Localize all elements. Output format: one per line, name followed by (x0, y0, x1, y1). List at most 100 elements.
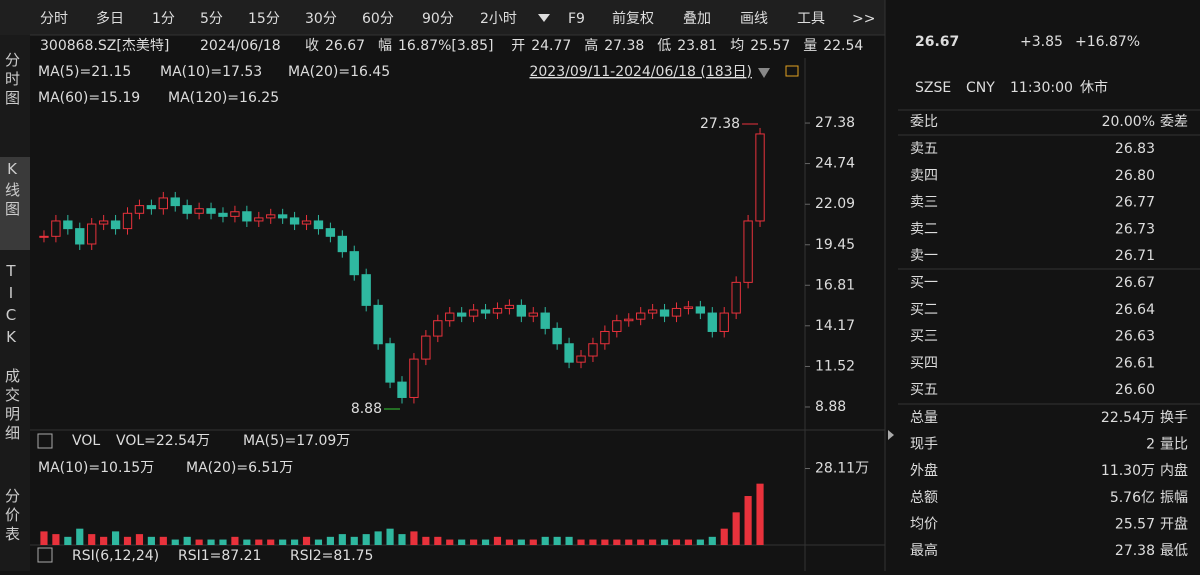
candle-body (242, 211, 252, 222)
toolbar-tab[interactable]: 90分 (422, 11, 454, 27)
candle-body (647, 309, 658, 314)
candle-body (540, 312, 550, 329)
candle-body (433, 320, 443, 337)
rsi-label: RSI2=81.75 (290, 548, 373, 564)
candle-body (194, 208, 204, 214)
candle-body (254, 217, 264, 222)
volume-bar (52, 534, 60, 545)
info-label: 均 (730, 38, 744, 54)
quote-meta: SZSE (915, 80, 951, 96)
vol-label: MA(20)=6.51万 (186, 460, 293, 476)
info-value: 26.67 (325, 38, 365, 54)
info-value: 25.57 (750, 38, 790, 54)
toolbar-tab[interactable]: 前复权 (612, 10, 654, 27)
toolbar-tab[interactable]: >> (852, 11, 875, 27)
stat-label: 量比 (1160, 437, 1188, 453)
volume-bar (64, 536, 72, 545)
vol-label: VOL=22.54万 (116, 433, 210, 449)
volume-bar (517, 539, 525, 545)
volume-bar (756, 483, 764, 545)
volume-bar (744, 496, 752, 545)
volume-bar (732, 512, 740, 545)
quote-price: 26.67 (915, 34, 959, 50)
stat-value: 25.57 (1115, 516, 1155, 532)
quote-pct: +16.87% (1075, 34, 1140, 50)
candle-body (301, 220, 312, 225)
date: 2024/06/18 (200, 38, 281, 54)
book-price: 26.64 (1115, 302, 1155, 318)
toolbar-tab[interactable]: 30分 (305, 11, 337, 27)
candle-body (230, 211, 240, 217)
candle-body (277, 214, 288, 219)
book-price: 26.77 (1115, 195, 1155, 211)
volume-bar (541, 536, 549, 545)
stat-label: 均价 (910, 516, 938, 532)
vol-label: MA(10)=10.15万 (38, 460, 154, 476)
volume-bar (708, 536, 716, 545)
candle-body (158, 197, 168, 210)
volume-bar (493, 536, 502, 545)
toolbar-tab[interactable]: 画线 (740, 11, 768, 27)
volume-bar (207, 539, 215, 545)
candle-body (612, 320, 622, 332)
info-value: 16.87%[3.85] (398, 38, 493, 54)
sidebar-item[interactable]: 分时图 (3, 52, 21, 109)
stock-code: 300868.SZ[杰美特] (40, 38, 169, 54)
volume-bar (76, 528, 84, 545)
candle-body (313, 220, 324, 230)
range-dropdown[interactable] (758, 68, 770, 78)
toolbar-tab[interactable]: 分时 (40, 11, 68, 27)
candle-body (75, 228, 85, 245)
quote-meta: 11:30:00 (1010, 80, 1073, 96)
quote-change: +3.85 (1020, 34, 1063, 50)
stat-value: 22.54万 (1101, 410, 1155, 426)
toolbar-tab[interactable]: 1分 (152, 11, 175, 27)
candle-body (325, 228, 336, 237)
sidebar-item[interactable]: TICK (2, 262, 20, 350)
candle-body (266, 214, 276, 219)
info-label: 低 (657, 38, 671, 54)
volume-bar (565, 536, 573, 545)
sidebar-item[interactable]: 分价表 (3, 488, 21, 545)
candle-body (182, 205, 192, 214)
collapse-arrow[interactable] (888, 430, 894, 440)
stat-value: 2 (1146, 437, 1155, 453)
candle-body (206, 208, 216, 214)
info-value: 24.77 (531, 38, 571, 54)
volume-bar (302, 536, 311, 545)
candle-body (588, 343, 598, 357)
max-label: 27.38 (700, 116, 740, 132)
help-icon[interactable] (37, 433, 53, 449)
toolbar-tab[interactable]: 5分 (200, 11, 223, 27)
toolbar-tab[interactable]: 叠加 (683, 11, 711, 27)
stat-label: 现手 (910, 437, 938, 453)
toolbar-tab[interactable]: 多日 (96, 10, 124, 27)
toolbar-tab[interactable]: F9 (568, 11, 585, 27)
y-tick-label: 28.11万 (815, 461, 869, 477)
toolbar-tab[interactable]: 60分 (362, 11, 394, 27)
y-tick-label: 22.09 (815, 196, 855, 212)
book-level: 卖二 (910, 221, 938, 237)
toolbar-tab[interactable]: 15分 (248, 11, 280, 27)
book-level: 买二 (910, 302, 938, 318)
volume-bar (279, 539, 287, 545)
volume-bar (434, 536, 442, 545)
lock-icon[interactable] (785, 65, 799, 77)
toolbar-tab[interactable]: 2小时 (480, 11, 517, 27)
candle-body (719, 312, 729, 332)
candle-body (349, 251, 359, 276)
volume-bar (625, 539, 633, 545)
volume-bar (398, 534, 406, 545)
dropdown-icon[interactable] (538, 14, 550, 22)
help-icon[interactable] (37, 547, 53, 563)
ma-label: MA(5)=21.15 (38, 64, 131, 80)
candle-body (504, 304, 515, 309)
candle-body (552, 327, 562, 345)
toolbar (0, 0, 885, 35)
rsi-label: RSI1=87.21 (178, 548, 261, 564)
sidebar-item[interactable]: 成交明细 (3, 368, 21, 444)
toolbar-tab[interactable]: 工具 (797, 11, 825, 27)
volume-bar (505, 539, 513, 545)
sidebar-item[interactable]: K线图 (3, 160, 21, 220)
